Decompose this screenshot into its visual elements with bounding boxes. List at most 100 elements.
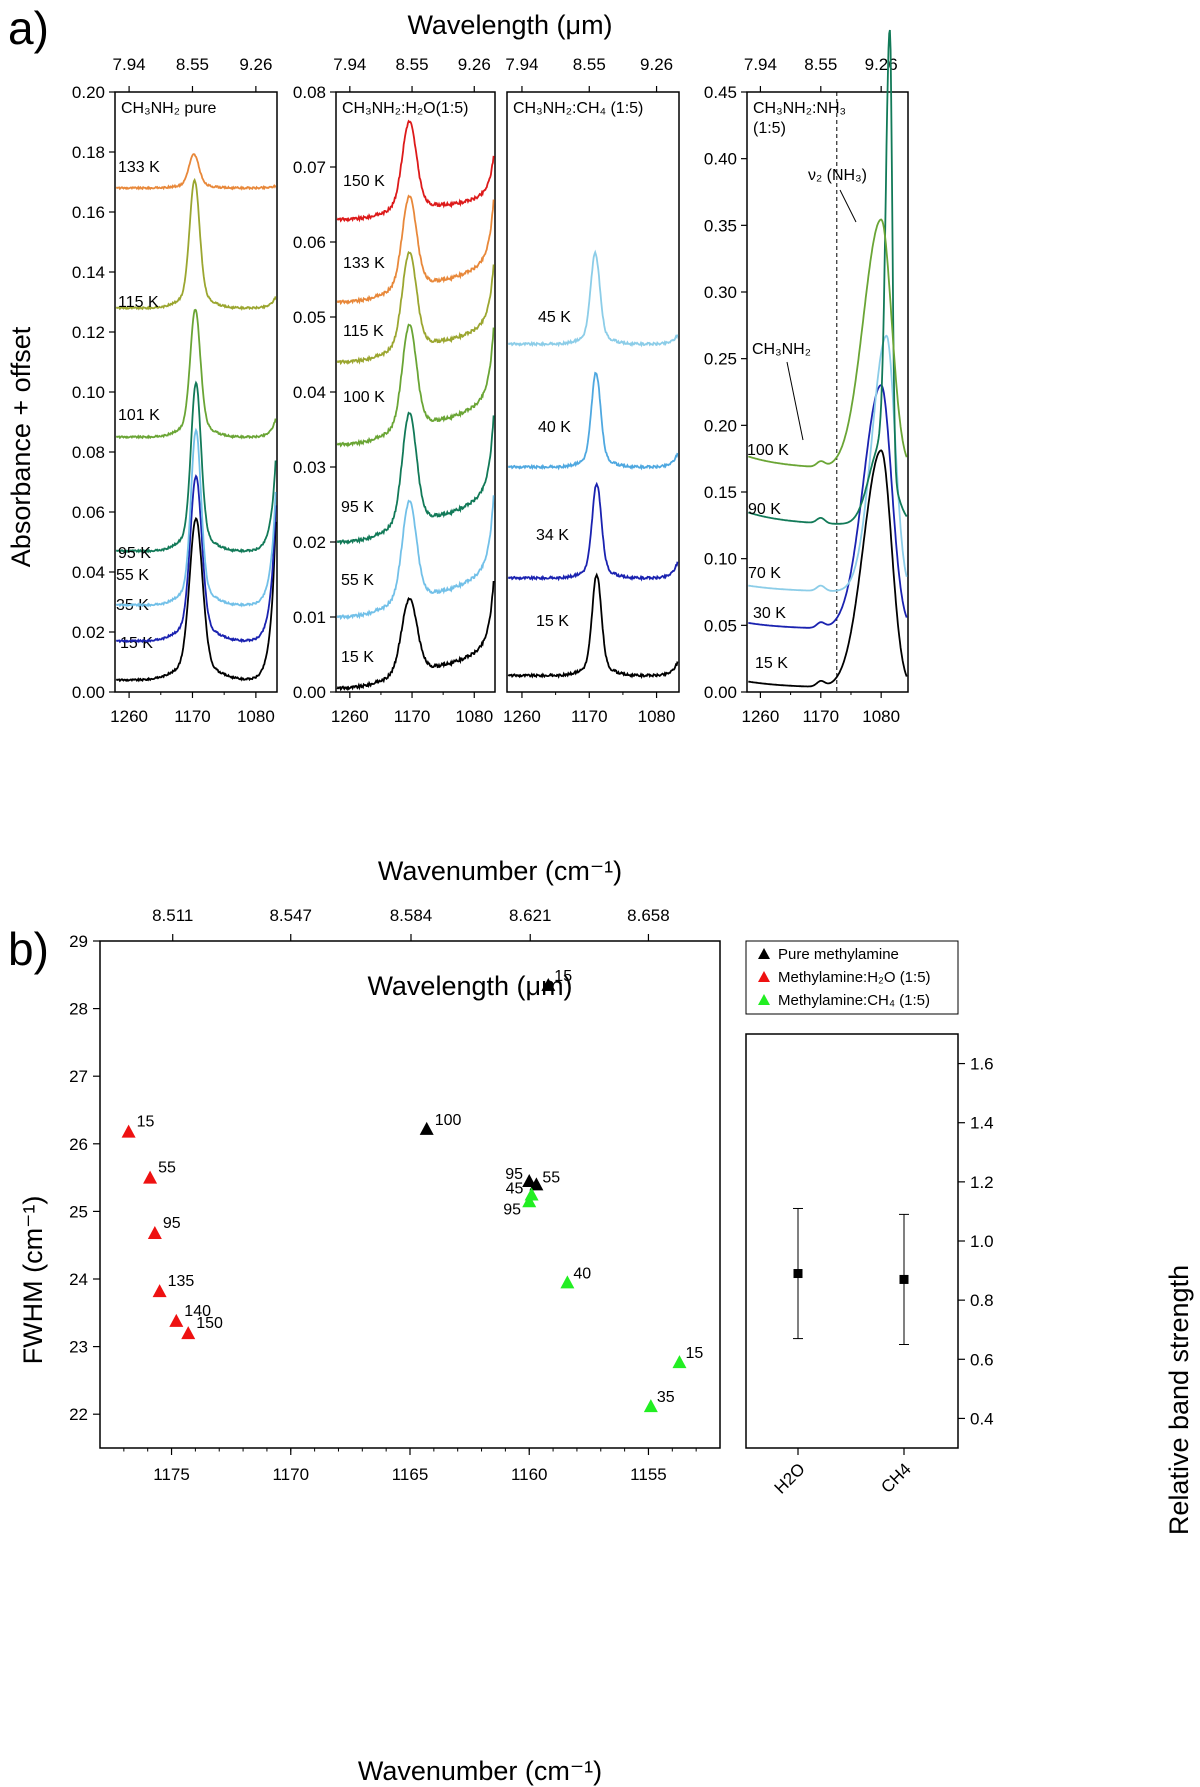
b-point	[560, 1275, 575, 1289]
a3-curve	[507, 572, 679, 680]
ch3nh2-band-annotation: CH₃NH₂	[752, 341, 811, 358]
b-point-label: 15	[685, 1345, 703, 1362]
b-xtick-label: 1165	[392, 1465, 429, 1484]
b-point-label: 55	[542, 1169, 560, 1186]
inset-frame	[745, 1033, 959, 1449]
b-point	[522, 1194, 537, 1208]
a2-xtick-label: 1170	[394, 707, 431, 726]
b-point-label: 100	[435, 1112, 462, 1129]
a4-curve	[748, 384, 908, 629]
a1-ytick-label: 0.16	[72, 203, 105, 222]
b-toptick-label: 8.547	[269, 906, 312, 925]
a4-curve	[748, 334, 908, 592]
nh3-band-pointer	[839, 189, 857, 223]
b-xtick-label: 1175	[153, 1465, 190, 1484]
a2-temp-label: 150 K	[343, 173, 385, 190]
fwhm-scatter-panel: 1175 1170 1165 1160 1155 22 23 24 25 26 27 28 29 8.51…	[69, 906, 959, 1484]
a4-sample-label-2: (1:5)	[753, 120, 786, 137]
b-point-label: 95	[505, 1166, 523, 1183]
a3-toptick-label: 8.55	[573, 55, 606, 74]
inset-ytick-label: 1.6	[970, 1055, 994, 1074]
b-ytick-label: 27	[69, 1067, 88, 1086]
a3-curve	[507, 249, 679, 348]
b-xtick-label: 1155	[630, 1465, 667, 1484]
a2-curve	[336, 495, 495, 621]
b-point	[121, 1124, 136, 1138]
a4-ytick-label: 0.35	[704, 216, 737, 235]
b-xtick-label: 1160	[511, 1465, 548, 1484]
spectra-panel-nh3: 1260 7.94 1170 8.55 1080 9.26 0.00 0.05 0.10 0.15…	[704, 29, 909, 726]
a4-ytick-label: 0.05	[704, 616, 737, 635]
a3-curve	[507, 371, 679, 471]
b-point-label: 35	[657, 1389, 675, 1406]
a3-xtick-label: 1260	[503, 707, 541, 726]
a2-ytick-label: 0.00	[293, 683, 326, 702]
a1-xtick-label: 1170	[174, 707, 211, 726]
a1-ytick-label: 0.04	[72, 563, 105, 582]
a4-ytick-label: 0.15	[704, 483, 737, 502]
a4-temp-label: 30 K	[753, 605, 786, 622]
inset-ytick-label: 1.0	[970, 1232, 994, 1251]
a2-temp-label: 115 K	[343, 323, 384, 340]
nh3-band-annotation: ν₂ (NH₃)	[808, 167, 867, 184]
a4-xtick-label: 1080	[862, 707, 900, 726]
a1-ytick-label: 0.00	[72, 683, 105, 702]
inset-xtick-label: H2O	[771, 1459, 809, 1497]
b-legend-label: Methylamine:H₂O (1:5)	[778, 969, 931, 986]
a2-curve	[336, 580, 495, 692]
a2-ytick-label: 0.01	[293, 608, 326, 627]
a2-toptick-label: 8.55	[395, 55, 428, 74]
a1-temp-label: 115 K	[118, 294, 159, 311]
a4-temp-label: 15 K	[755, 655, 788, 672]
a2-ytick-label: 0.07	[293, 158, 326, 177]
b-point	[522, 1173, 537, 1187]
a1-curve	[115, 308, 277, 440]
a4-frame	[746, 91, 909, 693]
b-point-label: 95	[503, 1201, 521, 1218]
a4-ytick-label: 0.45	[704, 83, 737, 102]
a2-curve	[336, 411, 495, 546]
b-point-label: 45	[506, 1181, 524, 1198]
a3-toptick-label: 9.26	[640, 55, 673, 74]
a4-ytick-label: 0.30	[704, 283, 737, 302]
b-ytick-label: 22	[69, 1405, 88, 1424]
a2-xtick-label: 1080	[455, 707, 493, 726]
b-point-label: 15	[137, 1114, 155, 1131]
a4-xtick-label: 1170	[803, 707, 840, 726]
b-point-label: 140	[184, 1303, 211, 1320]
b-ytick-label: 24	[69, 1270, 88, 1289]
b-point-label: 15	[554, 968, 572, 985]
b-toptick-label: 8.621	[509, 906, 552, 925]
a4-xtick-label: 1260	[742, 707, 780, 726]
a1-sample-label: CH₃NH₂ pure	[121, 100, 217, 117]
a3-frame	[506, 91, 680, 693]
a1-temp-label: 95 K	[118, 545, 151, 562]
a4-temp-label: 90 K	[748, 501, 781, 518]
b-point-label: 95	[163, 1215, 181, 1232]
a2-temp-label: 133 K	[343, 255, 385, 272]
a2-ytick-label: 0.05	[293, 308, 326, 327]
b-frame	[99, 940, 721, 1449]
a1-temp-label: 133 K	[118, 159, 160, 176]
a1-ytick-label: 0.18	[72, 143, 105, 162]
a1-ytick-label: 0.14	[72, 263, 105, 282]
panel-b-bottom-axis-title: Wavenumber (cm⁻¹)	[358, 1756, 602, 1786]
inset-ytick-label: 0.8	[970, 1291, 994, 1310]
a3-xtick-label: 1080	[638, 707, 676, 726]
spectra-panel-pure: 1260 7.94 1170 8.55 1080 9.26 0.00 0.02 0.04 0.06…	[72, 55, 278, 726]
a2-temp-label: 95 K	[341, 499, 374, 516]
a3-curve	[507, 481, 679, 582]
panel-b-top-axis-title: Wavelength (μm)	[367, 971, 572, 1001]
a4-temp-label: 70 K	[748, 565, 781, 582]
b-xtick-label: 1170	[272, 1465, 309, 1484]
b-point-label: 40	[573, 1265, 591, 1282]
b-point-label: 55	[158, 1160, 176, 1177]
b-point	[672, 1355, 687, 1369]
inset-ytick-label: 0.6	[970, 1350, 994, 1369]
b-toptick-label: 8.584	[390, 906, 433, 925]
b-point	[643, 1399, 658, 1413]
inset-ytick-label: 1.4	[970, 1114, 994, 1133]
a1-ytick-label: 0.06	[72, 503, 105, 522]
a1-curve	[115, 427, 277, 608]
